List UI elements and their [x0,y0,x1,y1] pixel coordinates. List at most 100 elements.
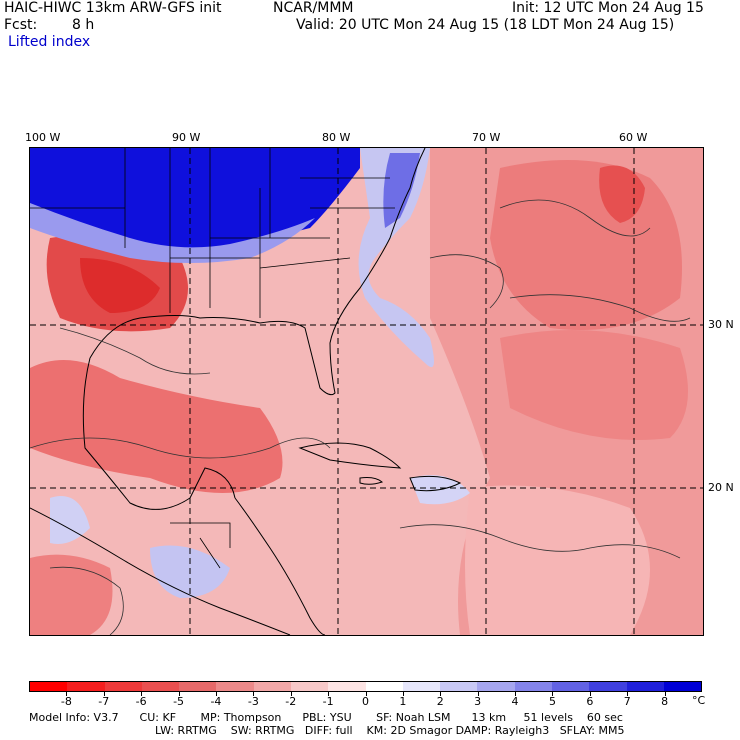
colorbar-swatch [179,682,217,691]
colorbar-tick-label: -3 [247,695,259,708]
forecast-label: Fcst: [4,17,38,33]
contour-b [499,199,651,237]
colorbar-unit: °C [692,694,706,707]
cuba-outline [298,442,402,469]
colorbar-tick-label: 6 [586,695,594,708]
colorbar-tick-mark [402,692,404,696]
footer-model-info: Model Info: V3.7 CU: KF MP: Thompson PBL… [29,711,623,724]
colorbar-swatch [589,682,627,691]
colorbar-tick-mark [552,692,554,696]
colorbar-swatch [365,682,403,691]
colorbar-swatch [663,682,702,691]
colorbar-swatch [290,682,329,691]
colorbar-tick-mark [440,692,442,696]
colorbar-tick-label: 8 [661,695,669,708]
border-7 [259,257,351,269]
lon-label-60w: 60 W [619,131,648,144]
colorbar-swatch [30,682,68,691]
state-borders [30,148,395,569]
graticule [30,148,703,635]
lon-label-90w: 90 W [172,131,201,144]
colorbar-tick-mark [328,692,330,696]
colorbar-tick-mark [290,692,292,696]
colorbar-tick-label: 3 [474,695,482,708]
colorbar-swatch [253,682,291,691]
colorbar-swatch [216,682,254,691]
colorbar-tick-label: 2 [436,695,444,708]
central-america-coast [234,497,326,635]
colorbar-tick-mark [141,692,143,696]
atlantic-warm-band [500,330,688,440]
contour-d [399,524,681,559]
init-time: Init: 12 UTC Mon 24 Aug 15 [512,0,704,16]
colorbar-tick-mark [253,692,255,696]
cold-north-region [30,148,360,252]
colorbar-tick-label: 5 [548,695,556,708]
colorbar-tick-label: 7 [623,695,631,708]
colorbar-swatch [626,682,664,691]
model-title: HAIC-HIWC 13km ARW-GFS init [4,0,222,16]
lifted-index-map [30,148,703,635]
pacific-coast [30,507,291,635]
colorbar-tick-label: -7 [98,695,110,708]
lon-label-70w: 70 W [472,131,501,144]
mexico-gulf-coast [82,357,236,510]
colorbar-swatch [67,682,105,691]
lat-label-30n: 30 N [708,318,734,331]
jamaica-outline [359,477,383,485]
colorbar-swatch [440,682,478,691]
map-panel [29,147,704,636]
lat-label-20n: 20 N [708,481,734,494]
colorbar-tick-label: 4 [511,695,519,708]
colorbar-tick-label: -6 [135,695,147,708]
colorbar-tick-mark [477,692,479,696]
colorbar-swatch [514,682,552,691]
colorbar-swatch [104,682,142,691]
colorbar-swatch [141,682,180,691]
colorbar-tick-label: -8 [60,695,72,708]
colorbar-swatch [402,682,441,691]
colorbar-tick-label: -5 [173,695,185,708]
contour-f [429,254,504,309]
forecast-hour: 8 h [72,17,95,33]
colorbar-tick-label: 1 [399,695,407,708]
colorbar-tick-mark [215,692,217,696]
colorbar-tick-label: -1 [322,695,334,708]
colorbar-tick-mark [589,692,591,696]
colorbar-tick-label: -4 [210,695,222,708]
colorbar-swatch [328,682,366,691]
field-name: Lifted index [8,34,91,50]
border-12 [170,522,231,548]
pacific-warm-region [30,554,113,635]
colorbar-tick-mark [178,692,180,696]
gulf-warm-region [30,360,283,493]
colorbar-tick-label: 0 [362,695,369,708]
pacific-cool-patch [50,496,90,544]
colorbar-tick-mark [66,692,68,696]
caribbean-light-region [465,485,650,635]
hispaniola-outline [409,475,462,492]
colorbar-swatch [477,682,515,691]
colorbar-swatch [551,682,590,691]
org-label: NCAR/MMM [273,0,354,16]
coastlines [30,148,462,635]
coastal-cold-band [358,148,434,368]
colorbar [29,681,702,692]
colorbar-tick-mark [515,692,517,696]
colorbar-tick-mark [365,692,367,696]
contour-e [59,327,211,375]
border-13 [199,537,221,569]
colorbar-tick-label: -2 [285,695,297,708]
colorbar-tick-mark [627,692,629,696]
footer-physics-info: LW: RRTMG SW: RRTMG DIFF: full KM: 2D Sm… [155,724,625,737]
lon-label-100w: 100 W [25,131,61,144]
colorbar-tick-mark [103,692,105,696]
carolina-cold-core [383,153,420,228]
contour-a [30,437,331,459]
contour-g [49,566,124,635]
li-contours [30,199,691,635]
louisiana-core [80,258,160,313]
valid-time: Valid: 20 UTC Mon 24 Aug 15 (18 LDT Mon … [296,17,675,33]
colorbar-tick-mark [664,692,666,696]
cold-transition-band [30,203,315,263]
